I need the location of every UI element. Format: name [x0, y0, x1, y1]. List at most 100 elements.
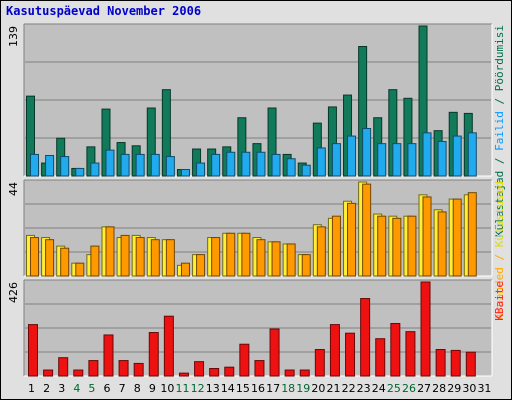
day-label-29: 29 — [447, 382, 461, 395]
bar-bottom-1-day-19 — [299, 369, 310, 377]
bar-top-2-day-2 — [45, 154, 55, 177]
bar-top-2-day-24 — [377, 143, 387, 177]
bar-bottom-1-day-14 — [224, 366, 235, 377]
bar-bottom-1-day-17 — [269, 328, 280, 377]
series-label-part: KBaite — [493, 281, 506, 321]
series-label-part: Külastajad — [493, 171, 506, 237]
bar-top-2-day-10 — [165, 156, 175, 177]
bar-middle-2-day-29 — [452, 198, 462, 277]
day-label-19: 19 — [296, 382, 310, 395]
bar-middle-2-day-27 — [422, 196, 432, 277]
day-labels: 1 2 3 4 5 6 7 8 9 10 11 12 13 14 15 16 17 18 19 20 21 22 23 24 2… — [28, 382, 491, 395]
bar-top-2-day-28 — [437, 140, 447, 177]
bar-bottom-1-day-26 — [405, 331, 416, 377]
bar-bottom-1-day-10 — [163, 315, 174, 377]
bar-bottom-1-day-12 — [194, 361, 205, 377]
bar-middle-2-day-20 — [316, 226, 326, 277]
bar-top-2-day-26 — [407, 143, 417, 177]
bar-top-2-day-4 — [75, 167, 85, 177]
bar-bottom-1-day-11 — [178, 372, 189, 377]
panel-bottom: 426 KBaite — [7, 279, 506, 377]
series-label-part: / — [493, 91, 506, 111]
bar-top-2-day-27 — [422, 132, 432, 177]
day-label-14: 14 — [221, 382, 235, 395]
bar-middle-2-day-16 — [256, 239, 266, 277]
bar-bottom-1-day-8 — [133, 362, 144, 377]
bar-middle-2-day-1 — [30, 237, 39, 277]
day-label-9: 9 — [149, 382, 156, 395]
bar-top-2-day-16 — [256, 151, 266, 177]
bar-top-2-day-13 — [211, 153, 221, 177]
day-label-3: 3 — [58, 382, 65, 395]
bar-middle-2-day-17 — [271, 241, 281, 277]
bar-middle-2-day-11 — [180, 262, 190, 277]
series-label-part: Külastused — [493, 181, 506, 247]
bar-bottom-1-day-3 — [58, 357, 69, 377]
day-label-25: 25 — [387, 382, 401, 395]
bar-middle-2-day-2 — [45, 239, 55, 277]
bar-middle-2-day-7 — [120, 234, 130, 277]
bar-middle-2-day-6 — [105, 226, 115, 277]
bar-middle-2-day-26 — [407, 215, 417, 277]
bar-bottom-1-day-16 — [254, 360, 265, 377]
bar-top-2-day-14 — [226, 151, 236, 177]
series-label: KBaite — [493, 281, 506, 321]
bar-bottom-1-day-4 — [73, 369, 84, 377]
bar-top-2-day-8 — [135, 153, 145, 177]
bar-middle-2-day-12 — [196, 254, 206, 277]
bar-top-2-day-11 — [180, 169, 190, 177]
day-label-23: 23 — [357, 382, 371, 395]
day-label-18: 18 — [281, 382, 295, 395]
bar-bottom-1-day-28 — [435, 349, 446, 377]
day-label-27: 27 — [417, 382, 431, 395]
day-label-1: 1 — [28, 382, 35, 395]
bar-top-2-day-30 — [467, 132, 477, 177]
bar-bottom-1-day-18 — [284, 369, 295, 377]
bar-middle-2-day-19 — [301, 254, 311, 277]
bar-top-2-day-29 — [452, 135, 462, 177]
bar-middle-2-day-5 — [90, 245, 100, 277]
bar-bottom-1-day-23 — [360, 298, 371, 377]
day-label-13: 13 — [206, 382, 220, 395]
day-label-22: 22 — [342, 382, 356, 395]
day-label-6: 6 — [104, 382, 111, 395]
y-max-label: 139 — [7, 26, 20, 47]
bar-bottom-1-day-24 — [375, 338, 386, 377]
bar-middle-2-day-14 — [226, 232, 236, 277]
series-label: Külastajad / Failid / Pöördumisi — [493, 25, 506, 237]
day-label-5: 5 — [88, 382, 95, 395]
series-label-part: Pöördumisi — [493, 25, 506, 91]
bar-middle-2-day-22 — [347, 202, 357, 277]
bar-top-2-day-9 — [150, 153, 160, 177]
bar-top-2-day-7 — [120, 153, 130, 177]
day-label-8: 8 — [134, 382, 141, 395]
day-label-2: 2 — [43, 382, 50, 395]
bar-bottom-1-day-7 — [118, 360, 129, 377]
y-max-label: 44 — [7, 182, 20, 196]
bar-bottom-1-day-9 — [148, 332, 159, 377]
bar-bottom-1-day-25 — [390, 322, 401, 377]
bar-bottom-1-day-20 — [314, 349, 325, 377]
bar-top-2-day-5 — [90, 162, 100, 177]
bar-bottom-1-day-2 — [43, 369, 54, 377]
bar-top-2-day-1 — [30, 153, 39, 177]
bar-middle-2-day-28 — [437, 211, 447, 277]
bar-top-2-day-12 — [196, 162, 206, 177]
bar-middle-2-day-24 — [377, 215, 387, 277]
day-label-21: 21 — [326, 382, 340, 395]
day-label-16: 16 — [251, 382, 265, 395]
chart-title: Kasutuspäevad November 2006 — [6, 4, 201, 18]
bar-middle-2-day-23 — [362, 183, 372, 277]
day-label-4: 4 — [73, 382, 80, 395]
bar-middle-2-day-4 — [75, 262, 85, 277]
bar-middle-2-day-3 — [60, 247, 70, 277]
bar-top-2-day-25 — [392, 143, 402, 177]
day-label-10: 10 — [160, 382, 174, 395]
bar-top-2-day-21 — [331, 143, 341, 177]
bar-bottom-1-day-30 — [465, 351, 476, 377]
bar-top-2-day-15 — [241, 151, 251, 177]
bar-middle-2-day-18 — [286, 243, 296, 277]
y-max-label: 426 — [7, 282, 20, 303]
bar-bottom-1-day-1 — [28, 324, 38, 377]
